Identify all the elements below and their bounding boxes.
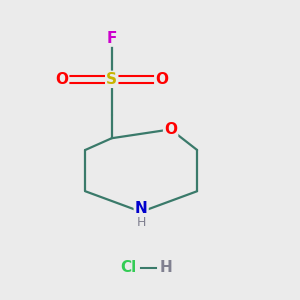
Text: F: F <box>106 31 117 46</box>
Text: H: H <box>160 260 172 275</box>
Text: Cl: Cl <box>120 260 136 275</box>
Text: N: N <box>135 201 148 216</box>
Text: O: O <box>55 72 68 87</box>
Text: H: H <box>136 216 146 229</box>
Text: O: O <box>164 122 177 137</box>
Text: O: O <box>155 72 168 87</box>
Text: S: S <box>106 72 117 87</box>
